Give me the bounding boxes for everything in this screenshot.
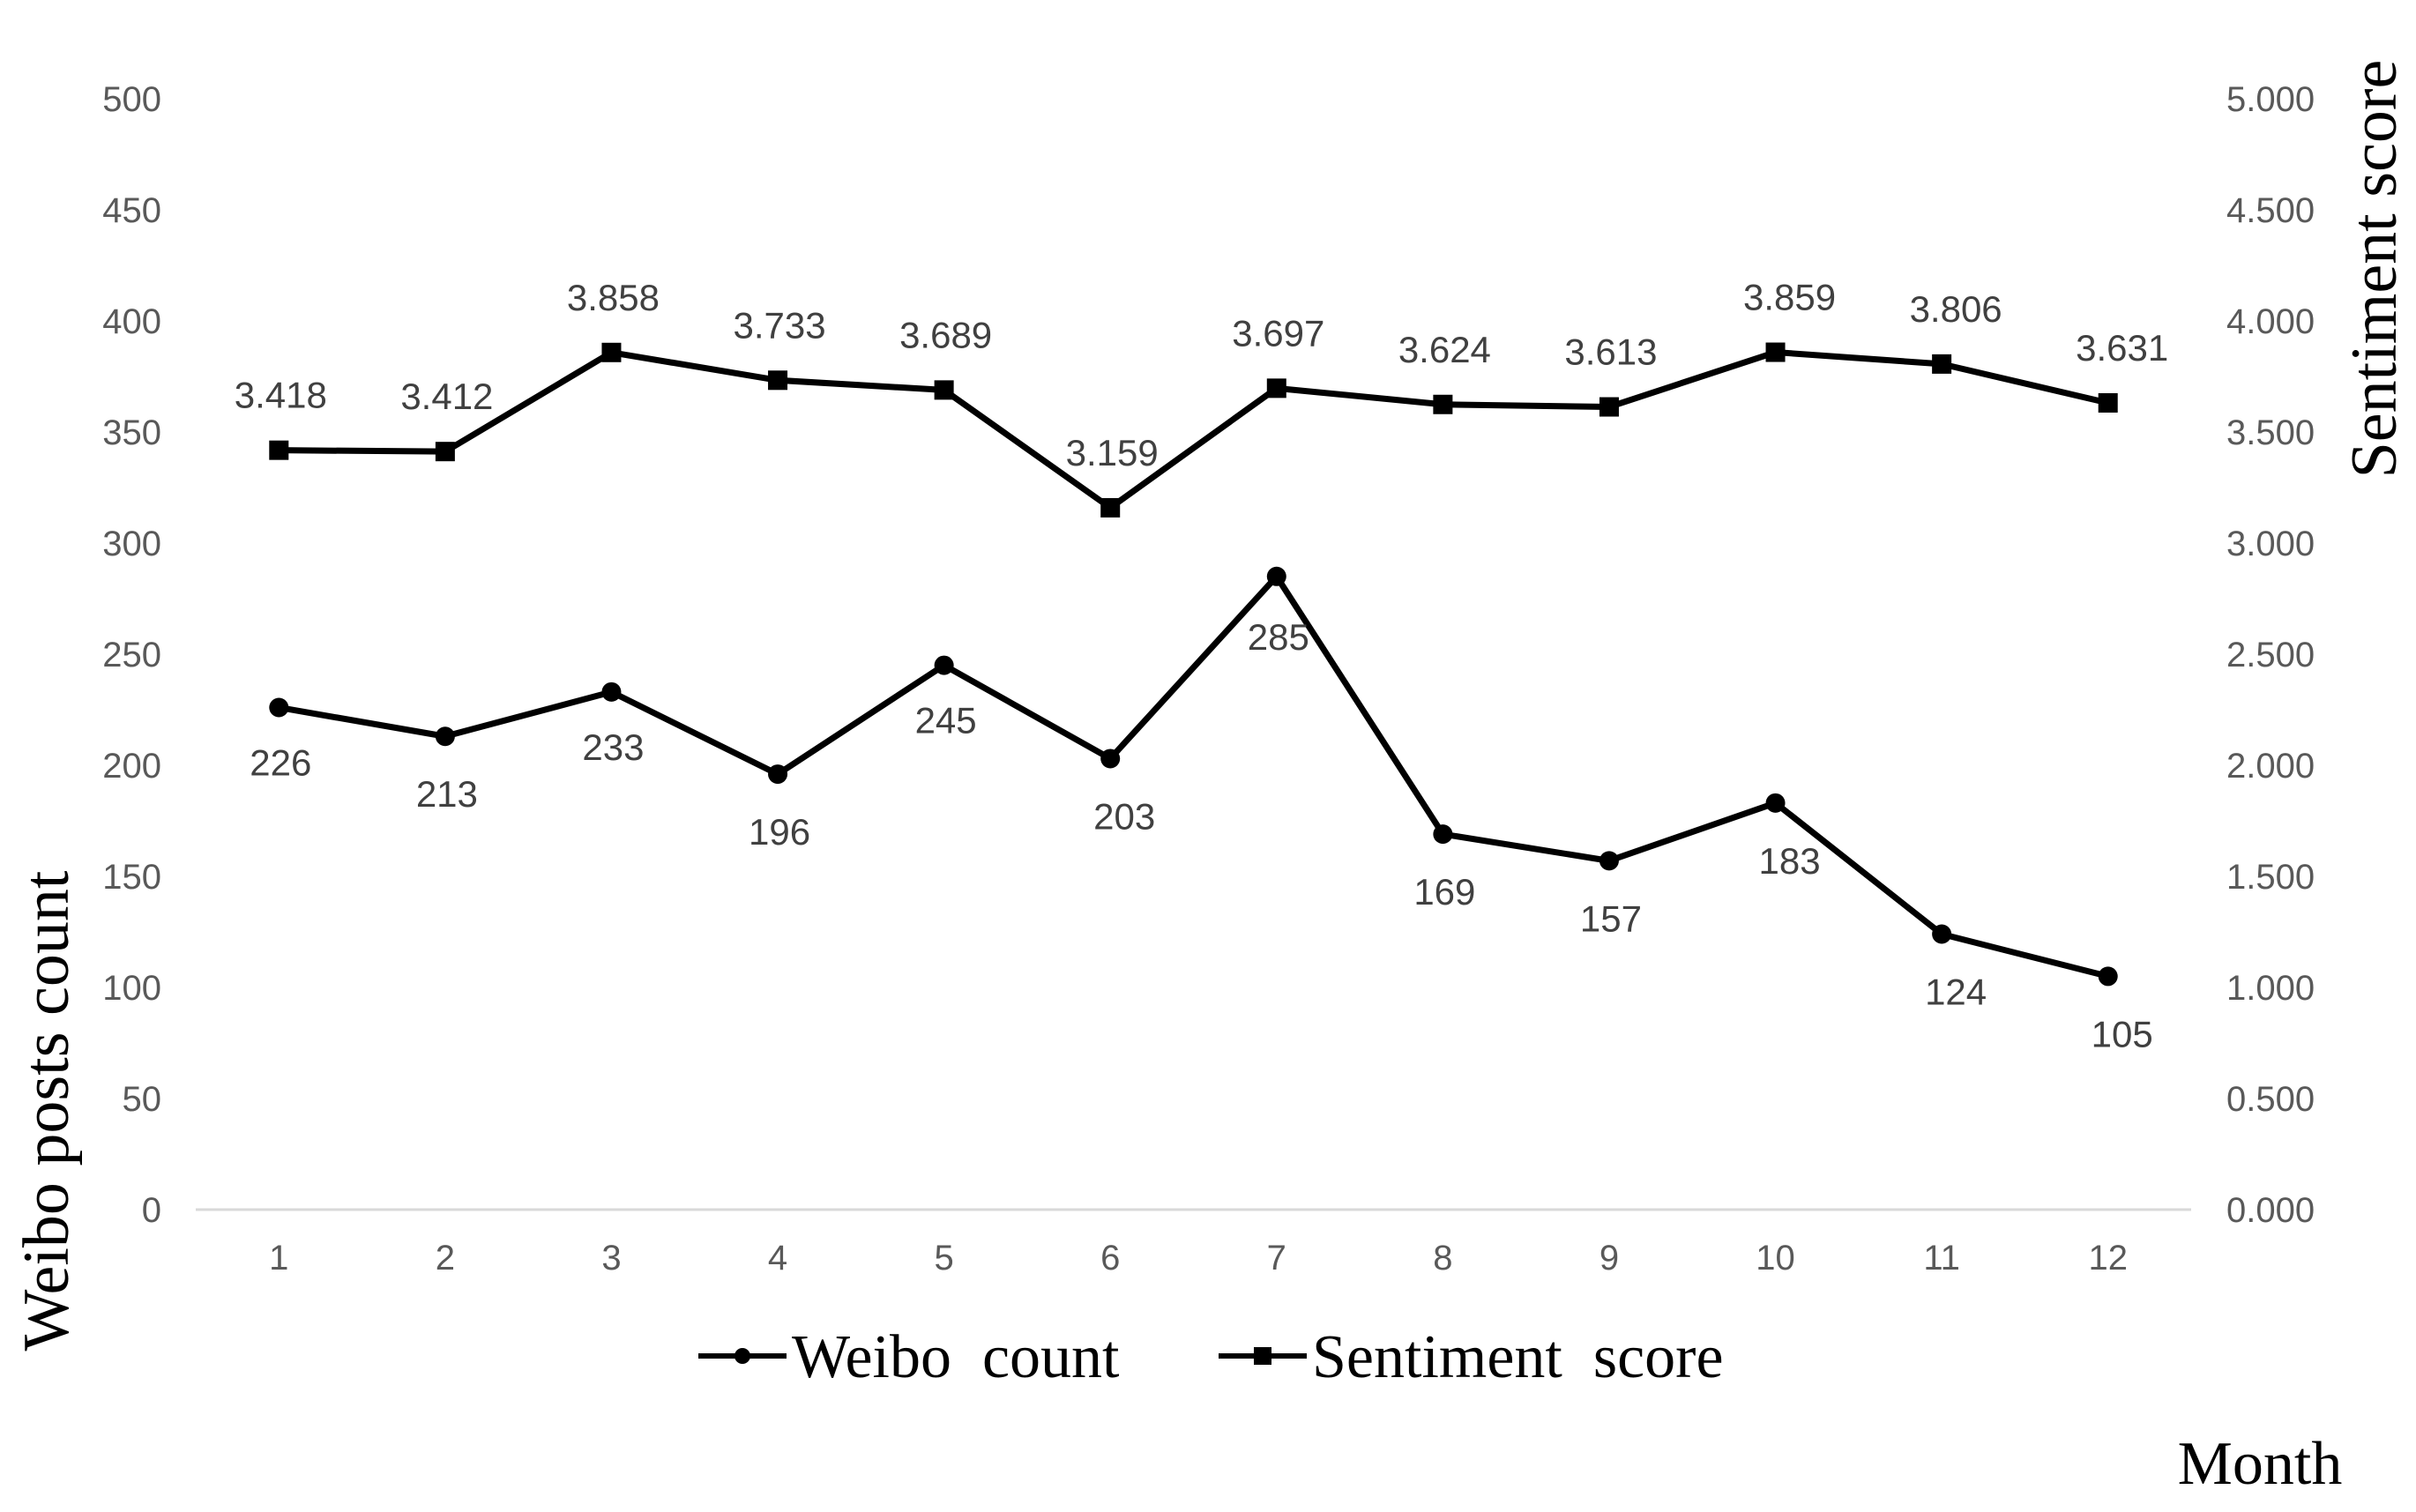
data-point-sentiment-score [1932, 354, 1952, 374]
data-label-weibo-count: 233 [582, 726, 644, 768]
y-tick-label: 500 [102, 80, 161, 119]
y2-tick-label: 3.500 [2226, 413, 2315, 452]
data-point-weibo-count [1599, 851, 1619, 871]
data-point-sentiment-score [601, 342, 622, 362]
data-label-weibo-count: 245 [915, 700, 977, 741]
x-tick-label: 4 [768, 1239, 787, 1277]
x-tick-label: 3 [601, 1239, 621, 1277]
data-label-sentiment-score: 3.697 [1232, 312, 1324, 354]
data-label-sentiment-score: 3.412 [400, 376, 493, 417]
data-point-sentiment-score [934, 380, 954, 400]
data-point-sentiment-score [1599, 397, 1619, 417]
data-point-sentiment-score [1100, 497, 1121, 518]
legend-label-weibo-count: Weibo count [792, 1323, 1120, 1391]
data-point-sentiment-score [435, 442, 455, 462]
y-tick-label: 350 [102, 413, 161, 452]
data-label-weibo-count: 213 [416, 773, 478, 815]
y-tick-label: 450 [102, 191, 161, 230]
y2-tick-label: 4.500 [2226, 191, 2315, 230]
data-point-weibo-count [1100, 749, 1121, 769]
x-tick-label: 6 [1100, 1239, 1120, 1277]
data-label-weibo-count: 169 [1413, 871, 1475, 912]
series-line-weibo-count [278, 573, 2109, 979]
y2-tick-label: 3.000 [2226, 525, 2315, 563]
data-label-weibo-count: 124 [1925, 972, 1987, 1013]
data-label-sentiment-score: 3.859 [1743, 277, 1836, 318]
y2-tick-label: 5.000 [2226, 80, 2315, 119]
y2-tick-label: 2.500 [2226, 636, 2315, 674]
y-tick-label: 300 [102, 525, 161, 563]
data-point-sentiment-score [2098, 392, 2118, 413]
data-point-weibo-count [601, 682, 622, 702]
data-point-sentiment-score [1266, 378, 1286, 398]
y2-tick-label: 0.500 [2226, 1080, 2315, 1119]
x-tick-label: 7 [1267, 1239, 1286, 1277]
y2-tick-label: 1.000 [2226, 969, 2315, 1008]
data-point-sentiment-score [1433, 394, 1453, 414]
y2-tick-label: 0.000 [2226, 1191, 2315, 1230]
data-point-sentiment-score [269, 440, 289, 460]
data-label-sentiment-score: 3.858 [567, 277, 660, 318]
data-point-weibo-count [1932, 924, 1952, 944]
y-axis-title: Weibo posts count [11, 870, 83, 1351]
y-tick-label: 200 [102, 747, 161, 786]
legend: Weibo count Sentiment score [698, 1323, 1724, 1391]
legend-marker-square-icon [1254, 1347, 1271, 1365]
x-tick-label: 12 [2088, 1239, 2128, 1277]
data-label-sentiment-score: 3.806 [1910, 288, 2002, 330]
data-label-sentiment-score: 3.159 [1066, 432, 1159, 473]
legend-item-weibo-count: Weibo count [698, 1323, 1120, 1391]
y-tick-label: 250 [102, 636, 161, 674]
data-label-sentiment-score: 3.418 [235, 375, 327, 416]
x-tick-label: 11 [1923, 1239, 1960, 1277]
data-label-weibo-count: 285 [1248, 616, 1309, 658]
y-tick-label: 100 [102, 969, 161, 1008]
data-point-weibo-count [269, 697, 289, 718]
data-point-weibo-count [2098, 966, 2118, 987]
data-label-weibo-count: 183 [1759, 840, 1821, 882]
x-tick-label: 9 [1599, 1239, 1619, 1277]
y-tick-label: 0 [142, 1191, 161, 1230]
data-point-sentiment-score [768, 370, 788, 391]
y2-tick-label: 4.000 [2226, 302, 2315, 341]
data-label-sentiment-score: 3.733 [733, 304, 825, 346]
data-label-weibo-count: 226 [250, 741, 311, 783]
legend-marker-circle-icon [734, 1348, 750, 1364]
series-line-sentiment-score [279, 349, 2109, 511]
data-point-weibo-count [435, 726, 455, 747]
data-point-weibo-count [1765, 793, 1786, 813]
x-axis-title: Month [2178, 1430, 2343, 1498]
y-tick-label: 150 [102, 858, 161, 897]
data-point-weibo-count [1433, 824, 1453, 845]
y-tick-label: 400 [102, 302, 161, 341]
x-tick-label: 10 [1756, 1239, 1795, 1277]
data-label-weibo-count: 203 [1093, 795, 1155, 837]
x-tick-label: 1 [269, 1239, 288, 1277]
data-label-weibo-count: 105 [2092, 1013, 2153, 1054]
data-label-sentiment-score: 3.613 [1564, 331, 1657, 373]
data-label-sentiment-score: 3.689 [899, 314, 992, 355]
x-tick-label: 2 [436, 1239, 455, 1277]
data-label-sentiment-score: 3.631 [2076, 327, 2168, 369]
data-point-weibo-count [934, 655, 954, 675]
data-point-weibo-count [768, 764, 788, 785]
data-point-weibo-count [1266, 566, 1286, 586]
x-tick-label: 5 [935, 1239, 954, 1277]
data-label-sentiment-score: 3.624 [1398, 329, 1491, 370]
legend-item-sentiment-score: Sentiment score [1219, 1323, 1724, 1391]
y-tick-label: 50 [123, 1080, 162, 1119]
y2-tick-label: 1.500 [2226, 858, 2315, 897]
y2-axis-title: Sentiment score [2338, 60, 2411, 479]
data-point-sentiment-score [1765, 342, 1786, 362]
x-tick-label: 8 [1433, 1239, 1452, 1277]
legend-label-sentiment-score: Sentiment score [1312, 1323, 1724, 1391]
data-label-weibo-count: 196 [749, 811, 810, 853]
y2-tick-label: 2.000 [2226, 747, 2315, 786]
data-label-weibo-count: 157 [1580, 898, 1642, 939]
